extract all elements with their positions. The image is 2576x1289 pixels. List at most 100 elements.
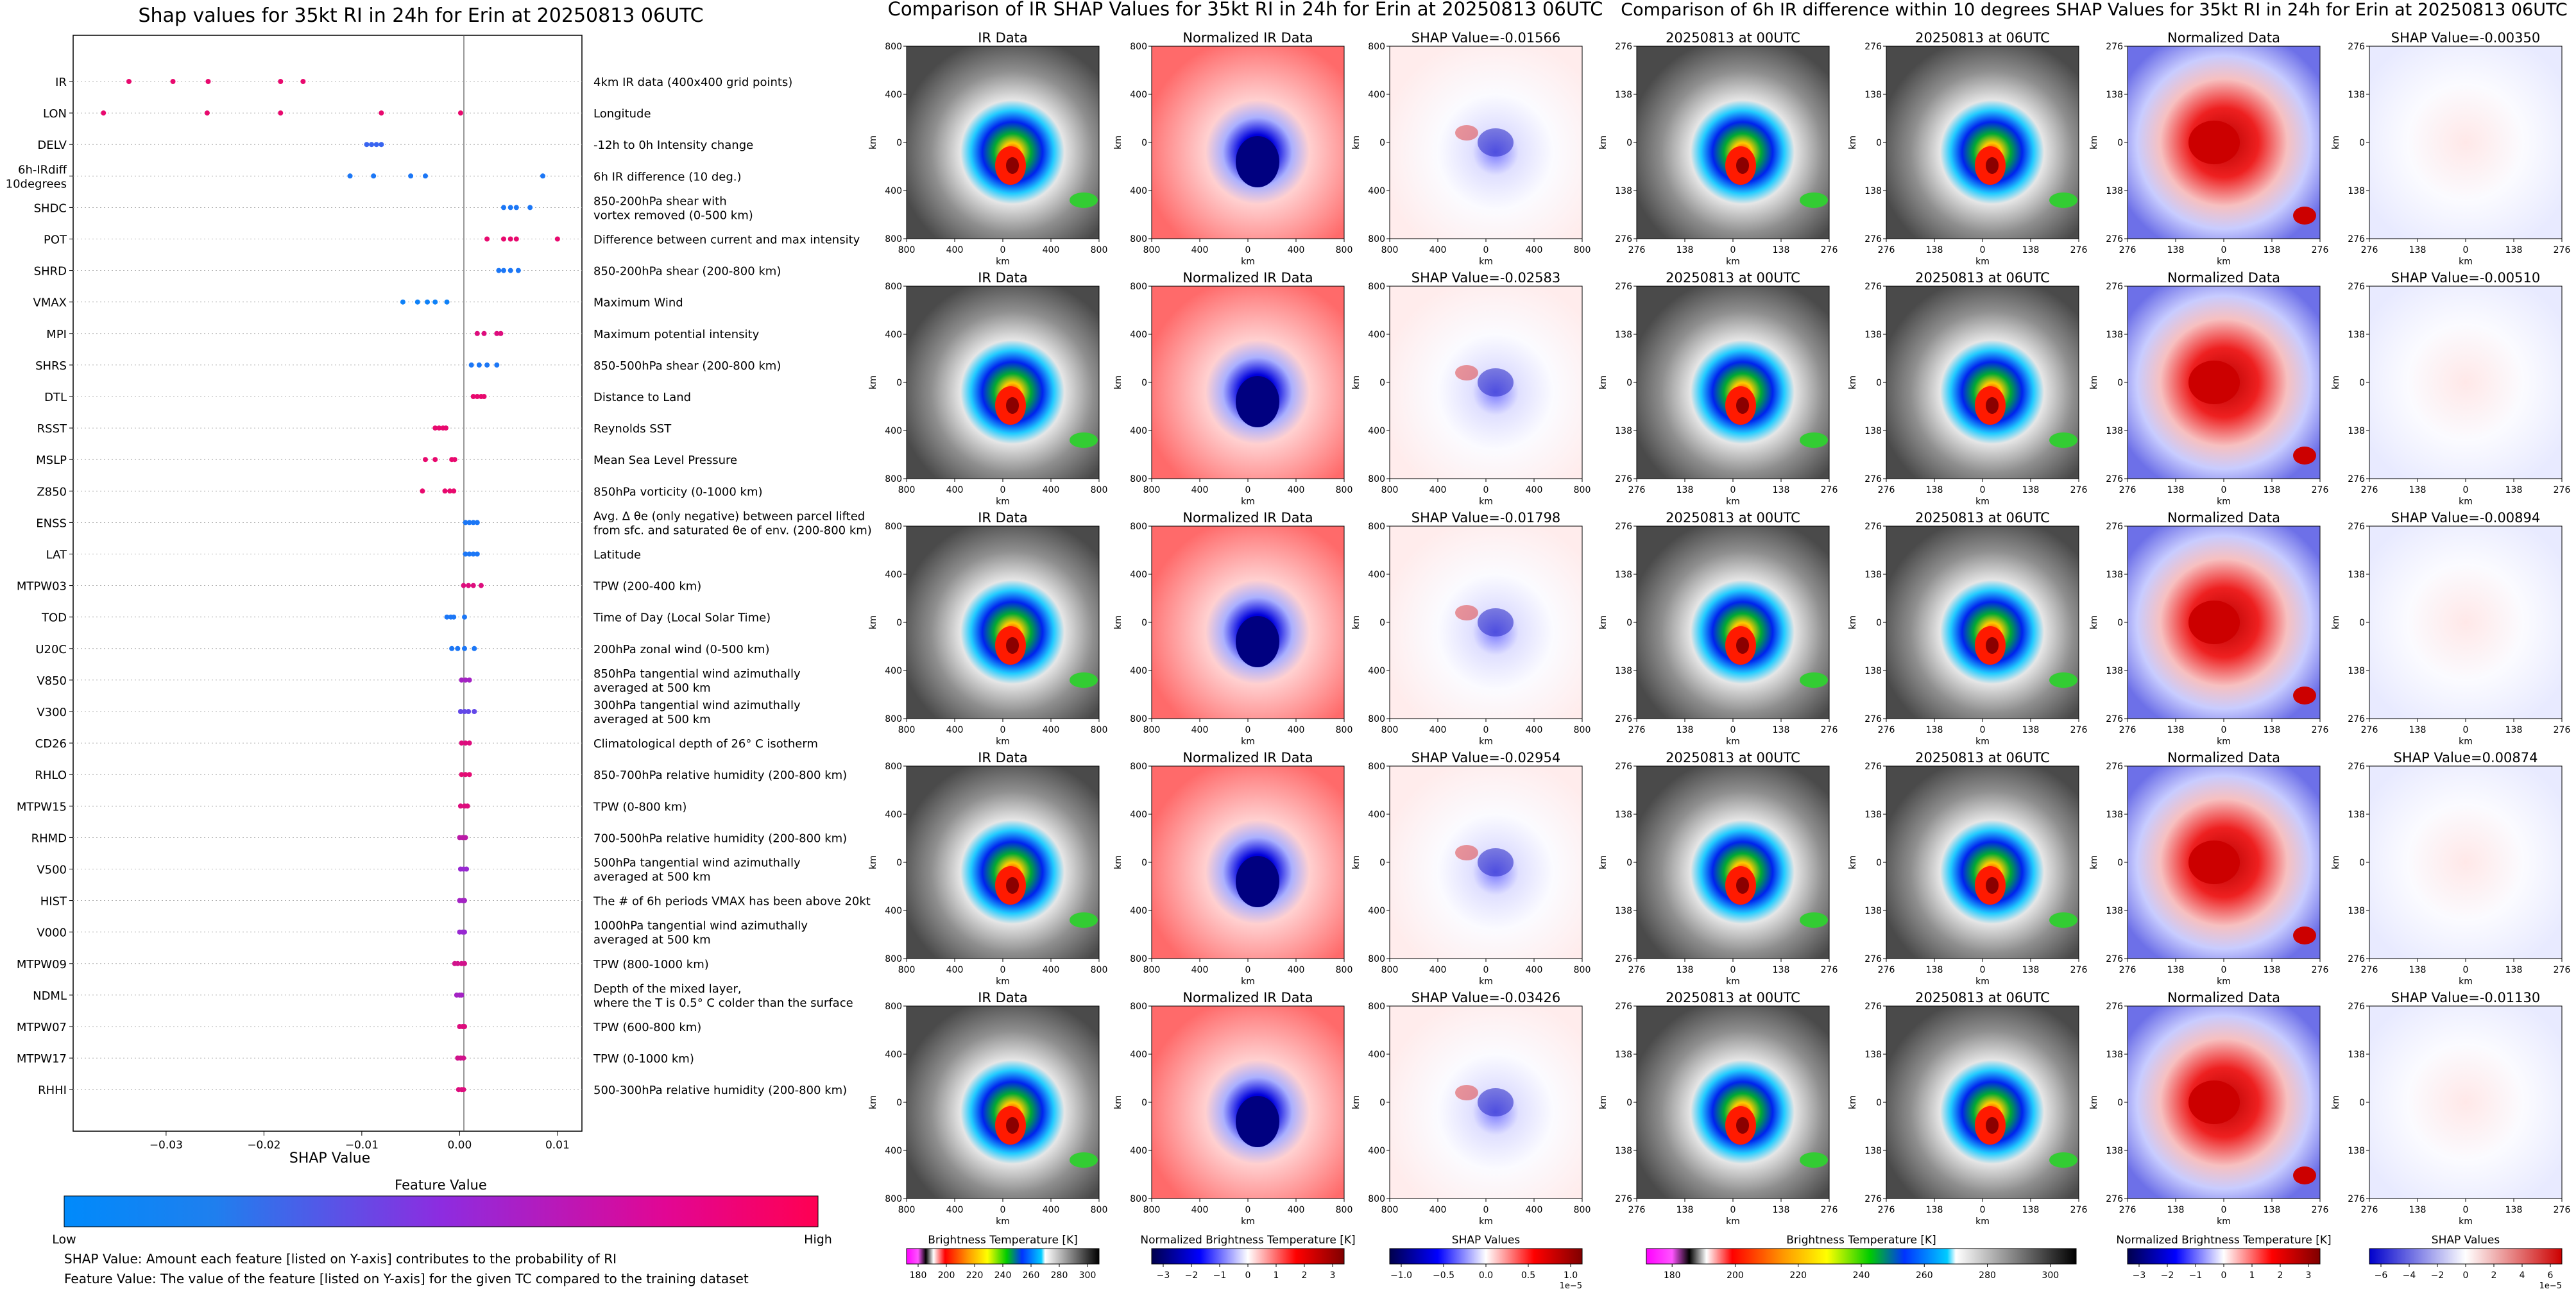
x-tick-label: 276 [2070, 245, 2088, 255]
colorbar-tick-label: 220 [966, 1270, 984, 1281]
y-tick-label: 800 [1130, 1194, 1147, 1204]
colorbar-tick-label: 0 [2463, 1270, 2469, 1281]
x-tick-label: 400 [946, 725, 964, 735]
y-tick-label: 0 [1626, 1098, 1632, 1108]
y-tick-label: 276 [2348, 42, 2365, 52]
x-tick-label: 800 [1574, 965, 1591, 975]
shap-point [465, 803, 470, 809]
y-axis-label: km [2089, 855, 2099, 869]
x-tick-label: 800 [1336, 965, 1353, 975]
feature-row-hist: HIST The # of 6h periods VMAX has been ab… [40, 895, 871, 909]
y-tick-label: 400 [1130, 570, 1147, 580]
x-tick-label: 0 [2221, 485, 2227, 495]
panel-title: SHAP Value=-0.02583 [1412, 270, 1561, 286]
y-tick-label: 138 [1615, 90, 1632, 100]
x-tick-label: 0 [1000, 1205, 1006, 1215]
cloud-band [2293, 687, 2316, 704]
image-field [2369, 525, 2563, 719]
feature-description: Distance to Land [593, 391, 691, 404]
y-tick-label: 276 [1864, 282, 1882, 292]
x-tick-label: 800 [1381, 245, 1399, 255]
y-tick-label: 138 [2106, 810, 2123, 820]
x-tick-label: 138 [2167, 245, 2185, 255]
x-axis-label: km [1975, 1216, 1990, 1227]
x-tick-label: 800 [1381, 1205, 1399, 1215]
storm-eye [1986, 877, 1999, 894]
y-tick-label: 276 [2348, 282, 2365, 292]
y-tick-label: 138 [1864, 666, 1882, 676]
image-field [906, 286, 1100, 479]
y-tick-label: 276 [2106, 522, 2123, 532]
x-axis-label: km [1975, 737, 1990, 747]
image-field [2369, 765, 2563, 959]
colorbar-exponent: 1e−5 [2539, 1281, 2562, 1289]
panel-title: Normalized Data [2167, 750, 2280, 765]
colorbar-tick-label: −2 [2161, 1270, 2174, 1281]
x-tick-label: 276 [2070, 485, 2088, 495]
storm-core [1236, 616, 1279, 667]
shap-point [466, 520, 472, 525]
image-panel: Normalized Data2762761381380013813827627… [2089, 30, 2328, 267]
panel-title: 20250813 at 00UTC [1666, 270, 1800, 286]
panel-title: 20250813 at 06UTC [1915, 510, 2050, 525]
y-tick-label: 800 [1130, 522, 1147, 532]
shap-point [461, 583, 466, 588]
colorbar-tick-label: 1.0 [1564, 1270, 1578, 1281]
panel-title: 20250813 at 06UTC [1915, 30, 2050, 46]
feature-label: HIST [40, 895, 67, 909]
y-axis-label: km [2089, 375, 2099, 389]
x-tick-label: 0 [1730, 245, 1736, 255]
panel-title: SHAP Value=-0.00510 [2391, 270, 2541, 286]
shap-point [414, 299, 420, 305]
x-axis-label: km [1975, 257, 1990, 267]
x-tick-label: 276 [2312, 965, 2329, 975]
y-tick-label: 0 [2117, 138, 2123, 148]
x-tick-label: 0 [1000, 725, 1006, 735]
image-panel: SHAP Value=-0.01130276276138138001381382… [2331, 990, 2570, 1227]
panel-title: IR Data [978, 270, 1028, 286]
image-field [1636, 525, 1830, 719]
feature-description: averaged at 500 km [593, 871, 711, 884]
x-tick-label: 276 [1628, 1205, 1646, 1215]
x-tick-label: 0 [2221, 245, 2227, 255]
x-tick-label: 400 [1191, 245, 1209, 255]
y-tick-label: 276 [1615, 42, 1632, 52]
feature-description: Climatological depth of 26° C isotherm [593, 737, 818, 751]
cloud-band [2049, 912, 2077, 928]
y-axis-label: km [1598, 135, 1608, 149]
x-tick-label: 276 [1878, 245, 1895, 255]
colorbar-tick-label: 0.0 [1479, 1270, 1493, 1281]
colorbar-tick-label: 180 [910, 1270, 927, 1281]
storm-core [2188, 1080, 2240, 1124]
shap-point [466, 740, 472, 746]
shap-point [508, 205, 513, 210]
shap-feature [1455, 1085, 1478, 1100]
feature-label: V850 [37, 674, 67, 688]
shap-point [379, 142, 384, 148]
shap-point [508, 236, 513, 242]
storm-eye [1986, 397, 1999, 414]
image-panel: Normalized Data2762761381380013813827627… [2089, 990, 2328, 1227]
y-tick-label: 0 [2359, 138, 2365, 148]
y-tick-label: 400 [1130, 1146, 1147, 1156]
colorbar-tick-label: 2 [2491, 1270, 2497, 1281]
x-tick-label: 276 [2119, 245, 2137, 255]
y-tick-label: 800 [885, 282, 902, 292]
image-field [1886, 525, 2079, 719]
shap-point [472, 645, 477, 651]
feature-description: TPW (800-1000 km) [593, 958, 709, 971]
panel-title: Normalized Data [2167, 990, 2280, 1005]
x-tick-label: 138 [2167, 1205, 2185, 1215]
shap-point [420, 488, 425, 494]
feature-description: The # of 6h periods VMAX has been above … [593, 895, 871, 909]
panel-title: Normalized IR Data [1182, 990, 1313, 1005]
x-ticks: −0.03 −0.02 −0.01 0.00 0.01 [149, 1131, 570, 1152]
feature-row-mtpw15: MTPW15 TPW (0-800 km) [17, 800, 687, 814]
x-axis-label: km [2217, 497, 2231, 507]
shap-point [494, 330, 500, 336]
colorbar-tick-label: −3 [2133, 1270, 2146, 1281]
colorbar-tick-label: 6 [2548, 1270, 2554, 1281]
x-tick-label: 400 [1043, 725, 1060, 735]
y-tick-label: 138 [2348, 906, 2365, 916]
